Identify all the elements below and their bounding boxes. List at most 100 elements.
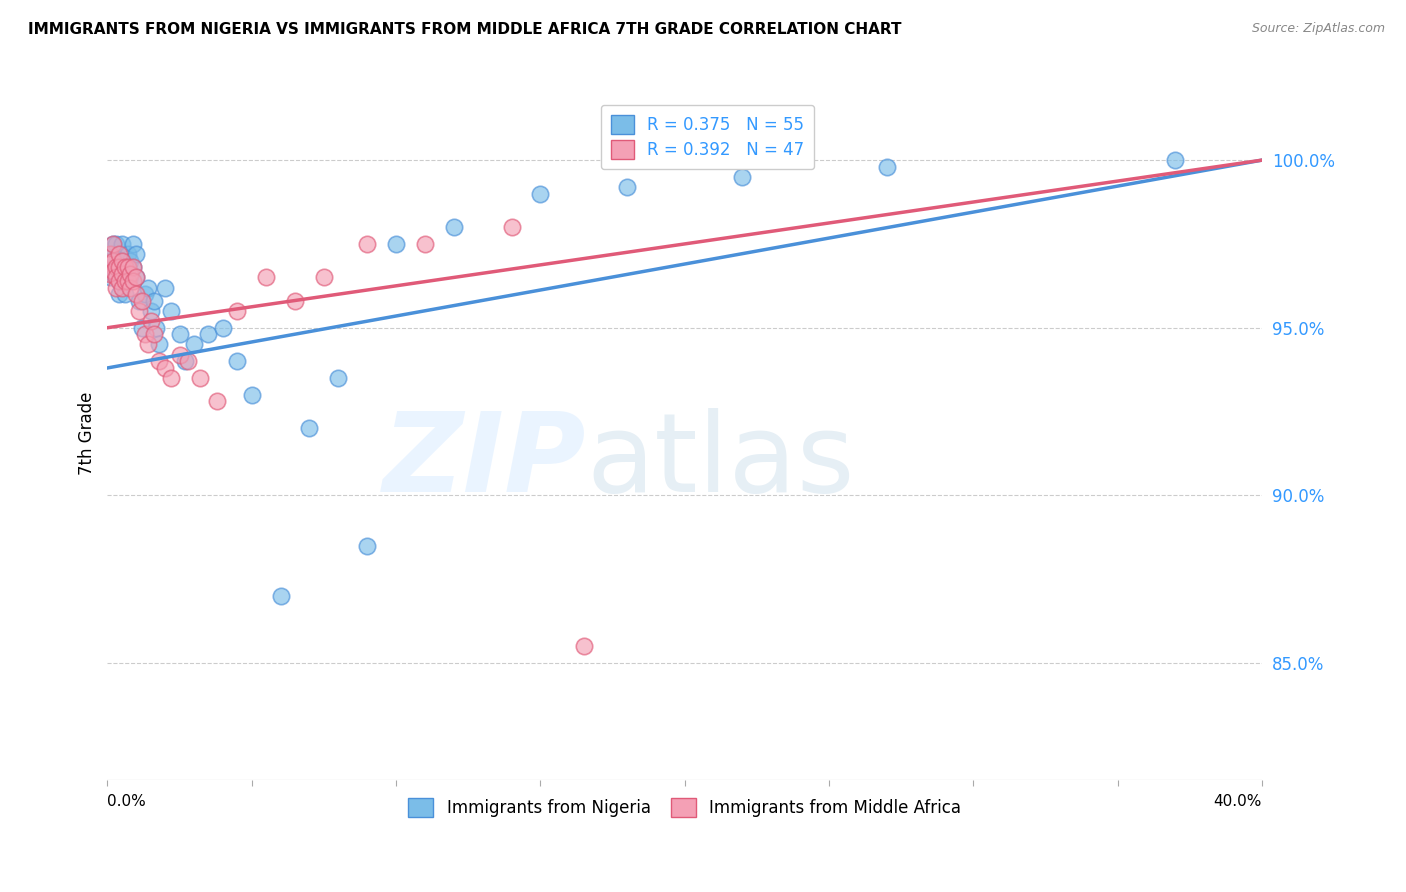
Point [108, 247, 131, 261]
Point [616, 180, 638, 194]
Point [125, 247, 148, 261]
Point [177, 354, 200, 368]
Point [139, 304, 162, 318]
Point [98, 253, 121, 268]
Point [114, 287, 136, 301]
Point [111, 264, 134, 278]
Point [101, 264, 124, 278]
Point [101, 236, 124, 251]
Point [117, 274, 139, 288]
Point [136, 280, 159, 294]
Point [114, 260, 136, 275]
Point [111, 236, 134, 251]
Point [501, 220, 523, 235]
Point [114, 270, 136, 285]
Legend: Immigrants from Nigeria, Immigrants from Middle Africa: Immigrants from Nigeria, Immigrants from… [402, 791, 967, 824]
Point [122, 260, 145, 275]
Point [205, 394, 228, 409]
Point [188, 371, 211, 385]
Point [183, 337, 205, 351]
Point [101, 267, 124, 281]
Point [105, 236, 128, 251]
Point [111, 253, 134, 268]
Point [153, 280, 176, 294]
Point [101, 236, 124, 251]
Text: 40.0%: 40.0% [1213, 794, 1263, 809]
Point [108, 260, 131, 275]
Point [122, 236, 145, 251]
Point [174, 354, 197, 368]
Point [572, 639, 595, 653]
Point [270, 589, 292, 603]
Point [131, 320, 153, 334]
Point [111, 280, 134, 294]
Text: Source: ZipAtlas.com: Source: ZipAtlas.com [1251, 22, 1385, 36]
Point [105, 267, 128, 281]
Point [160, 371, 183, 385]
Point [356, 236, 378, 251]
Point [385, 236, 408, 251]
Point [148, 354, 170, 368]
Point [134, 287, 156, 301]
Point [122, 260, 145, 275]
Point [98, 257, 121, 271]
Point [328, 371, 350, 385]
Point [413, 236, 436, 251]
Point [139, 314, 162, 328]
Point [125, 287, 148, 301]
Point [108, 274, 131, 288]
Point [169, 327, 191, 342]
Point [876, 160, 898, 174]
Point [659, 153, 682, 167]
Point [142, 293, 165, 308]
Point [226, 304, 249, 318]
Point [136, 337, 159, 351]
Point [160, 304, 183, 318]
Point [1164, 153, 1187, 167]
Point [105, 253, 128, 268]
Point [120, 253, 142, 268]
Point [108, 260, 131, 275]
Point [211, 320, 233, 334]
Point [443, 220, 465, 235]
Point [105, 270, 128, 285]
Point [240, 388, 263, 402]
Point [120, 267, 142, 281]
Point [128, 304, 150, 318]
Point [226, 354, 249, 368]
Text: atlas: atlas [586, 408, 855, 515]
Point [169, 347, 191, 361]
Point [197, 327, 219, 342]
Text: IMMIGRANTS FROM NIGERIA VS IMMIGRANTS FROM MIDDLE AFRICA 7TH GRADE CORRELATION C: IMMIGRANTS FROM NIGERIA VS IMMIGRANTS FR… [28, 22, 901, 37]
Point [122, 274, 145, 288]
Point [108, 287, 131, 301]
Point [98, 247, 121, 261]
Point [111, 253, 134, 268]
Point [254, 270, 277, 285]
Point [120, 280, 142, 294]
Point [117, 260, 139, 275]
Y-axis label: 7th Grade: 7th Grade [79, 392, 96, 475]
Point [153, 361, 176, 376]
Point [312, 270, 335, 285]
Point [98, 270, 121, 285]
Point [117, 260, 139, 275]
Point [114, 274, 136, 288]
Point [131, 293, 153, 308]
Point [101, 247, 124, 261]
Text: 0.0%: 0.0% [107, 794, 146, 809]
Point [117, 247, 139, 261]
Point [108, 274, 131, 288]
Point [125, 270, 148, 285]
Point [134, 327, 156, 342]
Point [120, 270, 142, 285]
Point [111, 267, 134, 281]
Point [105, 280, 128, 294]
Point [148, 337, 170, 351]
Point [98, 260, 121, 275]
Point [128, 293, 150, 308]
Point [529, 186, 551, 201]
Point [284, 293, 307, 308]
Point [731, 169, 754, 184]
Point [298, 421, 321, 435]
